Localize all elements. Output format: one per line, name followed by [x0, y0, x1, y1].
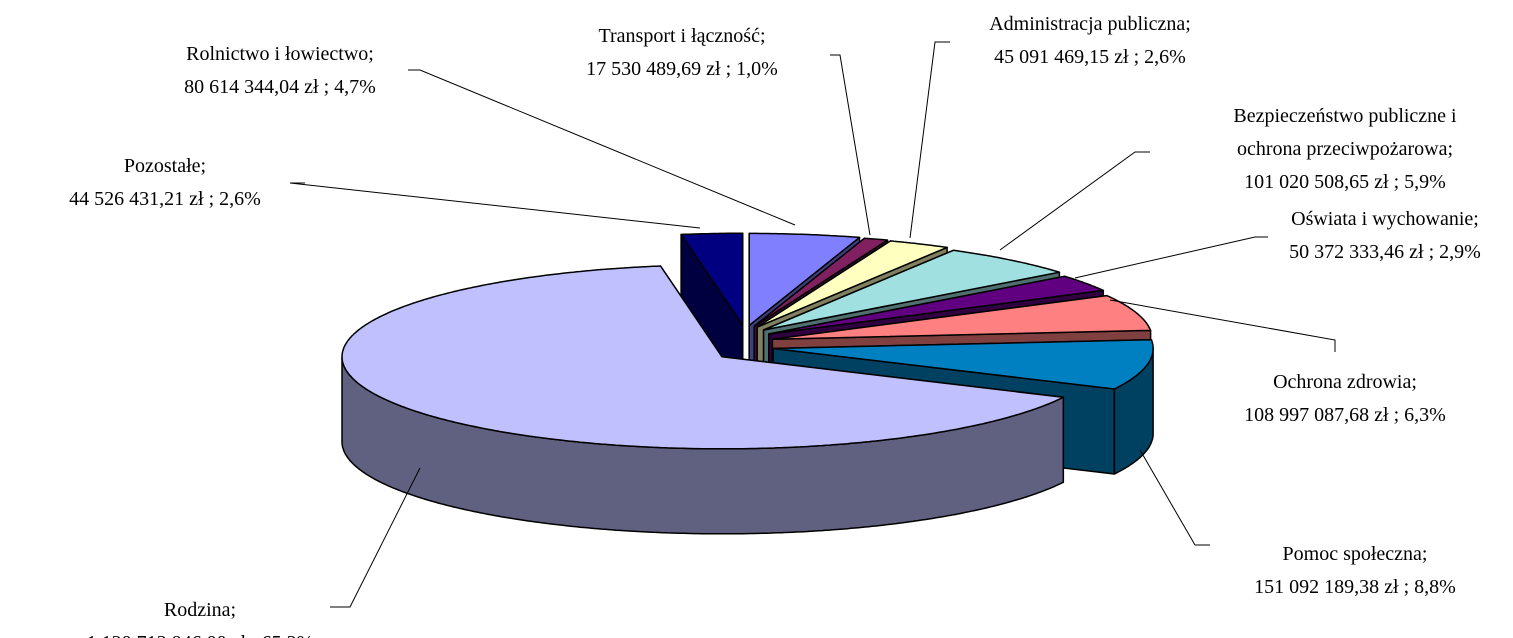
slice-label: Rodzina; 1 120 713 846,00 zł ; 65,2%	[87, 594, 314, 638]
value-label: 50 372 333,46 zł ; 2,9%	[1289, 241, 1481, 263]
slice-top	[680, 232, 744, 327]
category-label: Oświata i wychowanie;	[1291, 208, 1479, 230]
slice-label: Pomoc społeczna; 151 092 189,38 zł ; 8,8%	[1254, 538, 1456, 604]
category-label: Ochrona zdrowia;	[1273, 371, 1417, 393]
leader-line	[909, 41, 950, 239]
value-label: 44 526 431,21 zł ; 2,6%	[69, 188, 261, 210]
slice-label: Transport i łączność; 17 530 489,69 zł ; …	[586, 20, 778, 86]
value-label: 45 091 469,15 zł ; 2,6%	[994, 46, 1186, 68]
leader-line	[1074, 236, 1268, 279]
slice-top	[762, 249, 1061, 331]
slice-label: Ochrona zdrowia; 108 997 087,68 zł ; 6,3%	[1244, 366, 1446, 432]
category-label: Bezpieczeństwo publiczne i ochrona przec…	[1233, 105, 1457, 160]
leader-line	[289, 182, 701, 229]
category-label: Rodzina;	[163, 599, 237, 621]
value-label: 101 020 508,65 zł ; 5,9%	[1244, 171, 1446, 193]
slice-top	[771, 294, 1152, 340]
leader-line	[1139, 449, 1210, 546]
slice-top	[341, 265, 1065, 450]
category-label: Transport i łączność;	[598, 25, 766, 47]
slice-label: Oświata i wychowanie; 50 372 333,46 zł ; …	[1289, 203, 1481, 269]
slice-label: Bezpieczeństwo publiczne i ochrona przec…	[1210, 100, 1480, 199]
slice-top	[756, 240, 948, 328]
category-label: Administracja publiczna;	[989, 13, 1191, 35]
slice	[341, 265, 1065, 535]
value-label: 80 614 344,04 zł ; 4,7%	[184, 76, 376, 98]
value-label: 108 997 087,68 zł ; 6,3%	[1244, 404, 1446, 426]
leader-line	[999, 151, 1150, 251]
value-label: 1 120 713 846,00 zł ; 65,2%	[87, 627, 314, 638]
value-label: 151 092 189,38 zł ; 8,8%	[1254, 576, 1456, 598]
leader-line	[330, 467, 421, 608]
slice-top	[753, 237, 889, 327]
category-label: Rolnictwo i łowiectwo;	[186, 43, 374, 65]
slice-label: Rolnictwo i łowiectwo; 80 614 344,04 zł ;…	[184, 38, 376, 104]
leader-line	[1109, 299, 1336, 352]
value-label: 17 530 489,69 zł ; 1,0%	[586, 58, 778, 80]
slice-label: Administracja publiczna; 45 091 469,15 zł…	[989, 8, 1191, 74]
slice-top	[772, 338, 1154, 390]
category-label: Pomoc społeczna;	[1282, 543, 1428, 565]
slice-top	[768, 275, 1105, 335]
leader-line	[830, 54, 871, 236]
slice-label: Pozostałe; 44 526 431,21 zł ; 2,6%	[69, 150, 261, 216]
leader-line	[408, 69, 796, 226]
slice-top	[748, 232, 861, 327]
category-label: Pozostałe;	[123, 155, 207, 177]
